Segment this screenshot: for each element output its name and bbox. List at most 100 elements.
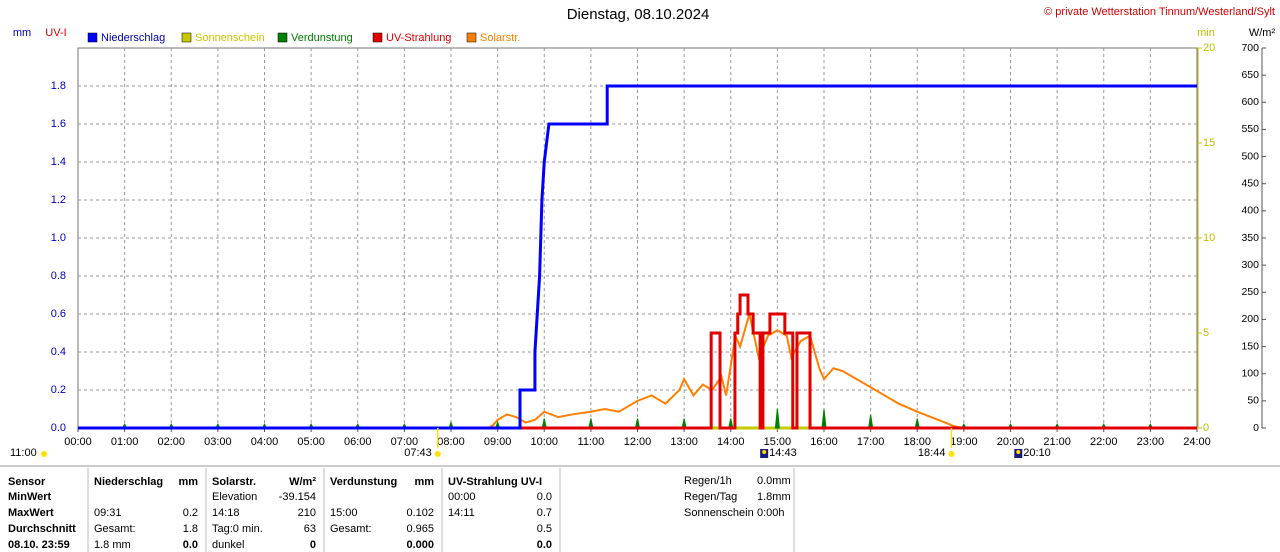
uv-unit: UV-I (45, 27, 66, 39)
table-cell: 15:00 (330, 507, 358, 519)
x-tick-label: 10:00 (530, 436, 558, 448)
table-cell: Elevation (212, 491, 257, 503)
table-cell: dunkel (212, 539, 244, 551)
table-cell: 210 (298, 507, 316, 519)
x-tick-label: 01:00 (111, 436, 139, 448)
legend-label: Verdunstung (291, 32, 353, 44)
table-cell: 09:31 (94, 507, 122, 519)
y2-tick-label: 500 (1241, 150, 1259, 162)
x-tick-label: 14:00 (717, 436, 745, 448)
table-cell: Niederschlag (94, 476, 163, 488)
legend-label: UV-Strahlung (386, 32, 451, 44)
table-cell: mm (414, 476, 434, 488)
y2-tick-label: 150 (1241, 340, 1259, 352)
table-cell: 0 (310, 539, 316, 551)
x-tick-label: 03:00 (204, 436, 232, 448)
y2-tick-label: 300 (1241, 259, 1259, 271)
y2-tick-label: 700 (1241, 42, 1259, 54)
y2-tick-label: 0 (1253, 422, 1259, 434)
x-tick-label: 04:00 (251, 436, 279, 448)
summary-label: Regen/1h (684, 475, 732, 487)
table-cell: 0.0 (183, 539, 198, 551)
table-cell: 0.2 (183, 507, 198, 519)
table-cell: 63 (304, 523, 316, 535)
moon-dot (762, 450, 767, 454)
y-tick-label: 1.4 (51, 156, 66, 168)
table-cell: -39.154 (279, 491, 316, 503)
legend-label: Solarstr. (480, 32, 520, 44)
y-tick-label: 1.6 (51, 118, 66, 130)
table-cell: 1.8 mm (94, 539, 131, 551)
y3-tick-label: 20 (1203, 42, 1215, 54)
sun-icon (434, 451, 441, 457)
table-cell: 0.0 (537, 539, 552, 551)
x-tick-label: 18:00 (903, 436, 931, 448)
x-tick-label: 12:00 (624, 436, 652, 448)
x-tick-label: 20:00 (997, 436, 1025, 448)
series-line (78, 313, 1197, 429)
table-cell: MaxWert (8, 507, 54, 519)
moon-dot (1016, 450, 1021, 454)
y3-tick-label: 15 (1203, 137, 1215, 149)
table-cell: Solarstr. (212, 476, 256, 488)
legend-label: Niederschlag (101, 32, 165, 44)
sun-icon (41, 451, 47, 457)
table-cell: Gesamt: (330, 523, 372, 535)
y2-tick-label: 600 (1241, 96, 1259, 108)
legend-swatch (372, 32, 383, 43)
x-tick-label: 24:00 (1183, 436, 1211, 448)
table-cell: UV-Strahlung UV-I (448, 476, 542, 488)
legend-swatch (87, 32, 98, 43)
summary-value: 1.8mm (757, 491, 791, 503)
table-cell: Durchschnitt (8, 523, 76, 535)
summary-label: Sonnenschein (684, 507, 754, 519)
y-tick-label: 0.8 (51, 270, 66, 282)
chart-title: Dienstag, 08.10.2024 (567, 6, 710, 23)
y-tick-label: 1.2 (51, 194, 66, 206)
table-cell: 0.5 (537, 523, 552, 535)
table-cell: 00:00 (448, 491, 476, 503)
y-unit: mm (13, 27, 31, 39)
y2-unit: W/m² (1249, 27, 1276, 39)
x-tick-label: 17:00 (857, 436, 885, 448)
x-tick-label: 13:00 (670, 436, 698, 448)
y3-tick-label: 0 (1203, 422, 1209, 434)
legend-swatch (277, 32, 288, 43)
summary-value: 0:00h (757, 507, 785, 519)
series-line (78, 84, 1197, 430)
legend-swatch (181, 32, 192, 43)
y3-unit: min (1197, 27, 1215, 39)
x-tick-label: 00:00 (64, 436, 92, 448)
y3-tick-label: 5 (1203, 327, 1209, 339)
table-cell: 0.102 (406, 507, 434, 519)
summary-value: 0.0mm (757, 475, 791, 487)
table-cell: MinWert (8, 491, 52, 503)
y-tick-label: 1.8 (51, 80, 66, 92)
x-tick-label: 05:00 (297, 436, 325, 448)
table-cell: 0.7 (537, 507, 552, 519)
table-cell: 0.000 (406, 539, 434, 551)
sun-icon (948, 451, 955, 457)
marker-label: 18:44 (918, 447, 946, 459)
y2-tick-label: 250 (1241, 286, 1259, 298)
table-cell: 0.965 (406, 523, 434, 535)
x-tick-label: 16:00 (810, 436, 838, 448)
y-tick-label: 0.2 (51, 384, 66, 396)
marker-label: 14:43 (769, 447, 797, 459)
spike (774, 408, 780, 429)
table-cell: Sensor (8, 476, 46, 488)
table-cell: 1.8 (183, 523, 198, 535)
x-tick-label: 06:00 (344, 436, 372, 448)
x-tick-label: 07:00 (391, 436, 419, 448)
y-tick-label: 0.0 (51, 422, 66, 434)
y2-tick-label: 350 (1241, 232, 1259, 244)
table-cell: mm (178, 476, 198, 488)
table-cell: W/m² (289, 476, 316, 488)
y2-tick-label: 400 (1241, 205, 1259, 217)
table-cell: 08.10. 23:59 (8, 539, 70, 551)
y3-tick-label: 10 (1203, 232, 1215, 244)
table-cell: Gesamt: (94, 523, 136, 535)
x-tick-label: 21:00 (1043, 436, 1071, 448)
marker-label: 20:10 (1023, 447, 1051, 459)
summary-label: Regen/Tag (684, 491, 737, 503)
